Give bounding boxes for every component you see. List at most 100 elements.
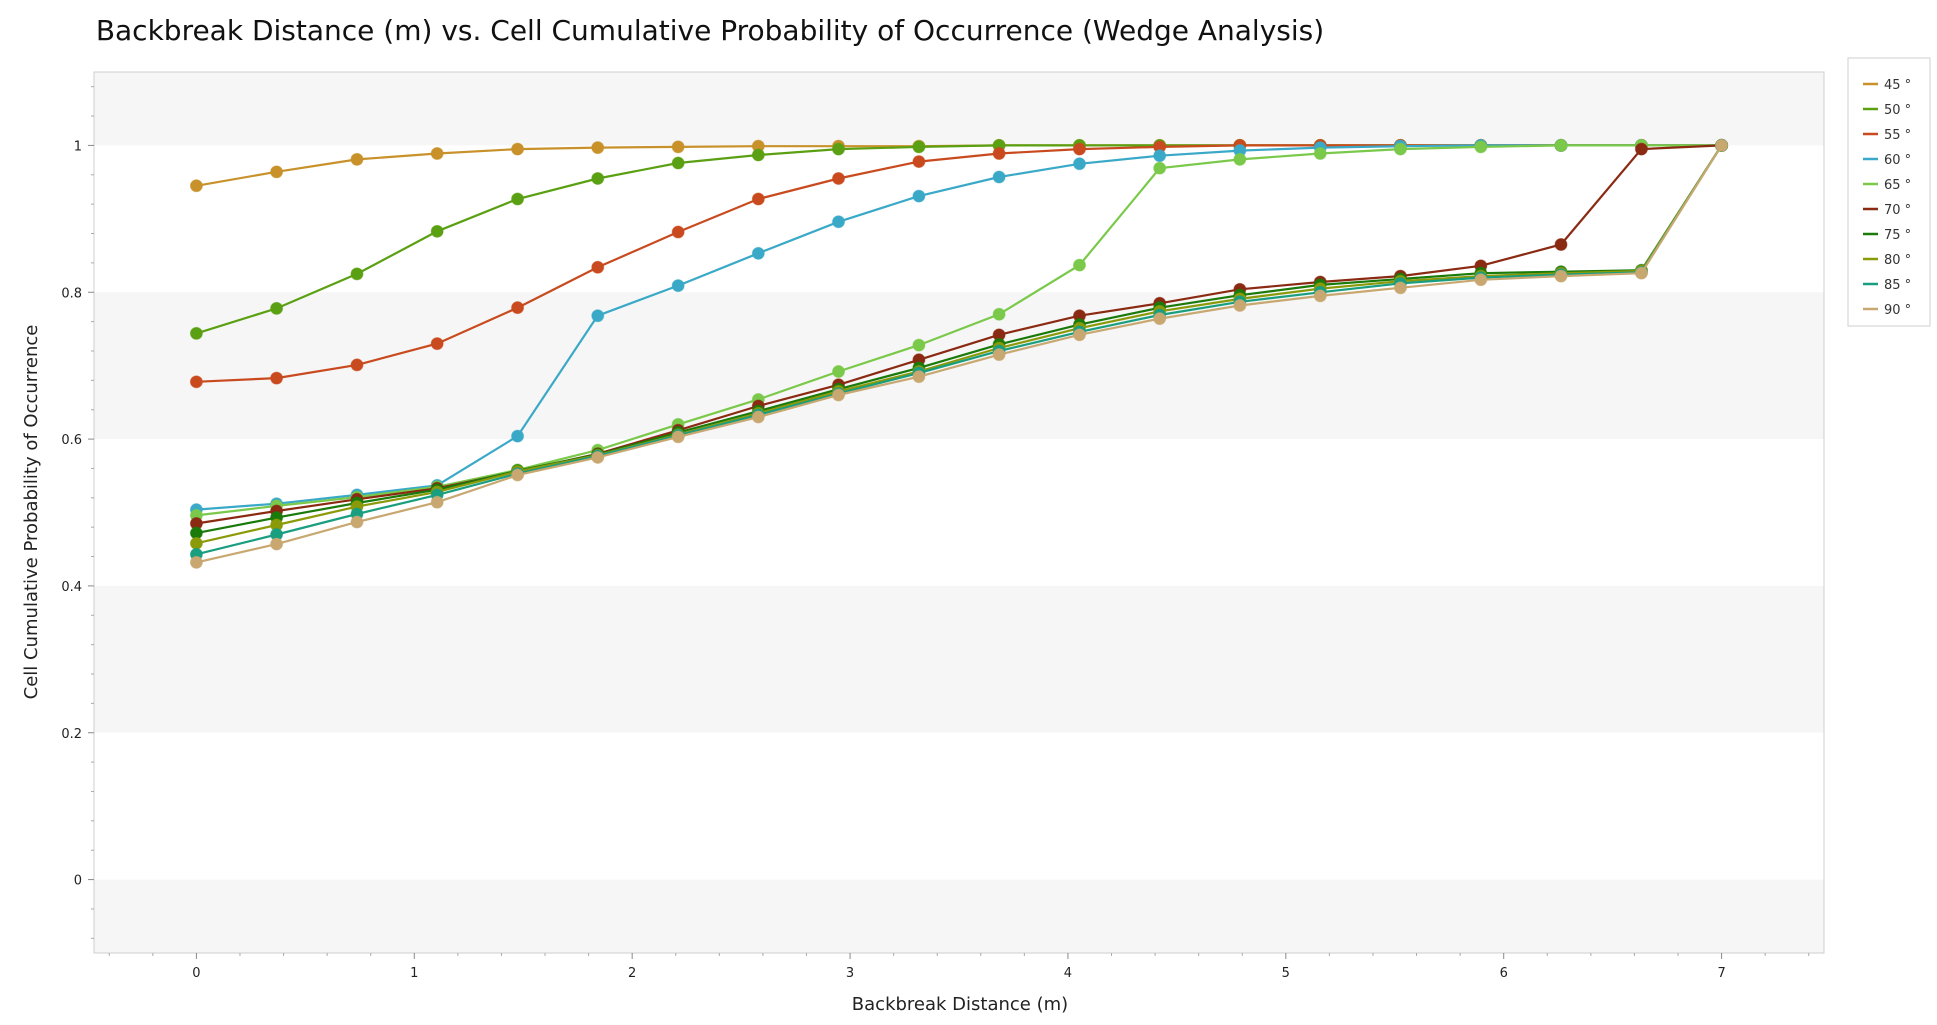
data-point xyxy=(430,495,444,509)
data-point xyxy=(1634,142,1648,156)
data-point xyxy=(511,468,525,482)
data-point xyxy=(832,365,846,379)
data-point xyxy=(350,515,364,529)
legend-label: 70 ° xyxy=(1884,203,1911,218)
data-point xyxy=(912,338,926,352)
data-point xyxy=(1072,142,1086,156)
data-point xyxy=(430,337,444,351)
axes: 0 1 2 3 4 5 6 7 0 0.2 0.4 0.6 0.8 1 xyxy=(61,86,1810,981)
legend-label: 85 ° xyxy=(1884,278,1911,293)
data-point xyxy=(1393,142,1407,156)
data-point xyxy=(591,141,605,155)
data-point xyxy=(1554,269,1568,283)
grid-band xyxy=(94,72,1824,146)
y-tick-label: 0 xyxy=(74,874,82,889)
data-point xyxy=(189,326,203,340)
x-tick-label: 5 xyxy=(1282,966,1290,981)
data-point xyxy=(992,170,1006,184)
x-tick-label: 3 xyxy=(846,966,854,981)
data-point xyxy=(350,358,364,372)
series-layer xyxy=(189,138,1729,569)
data-point xyxy=(1233,152,1247,166)
legend-box xyxy=(1847,57,1931,327)
data-point xyxy=(591,309,605,323)
x-tick-label: 0 xyxy=(192,966,200,981)
data-point xyxy=(1474,273,1488,287)
data-point xyxy=(430,146,444,160)
data-point xyxy=(671,156,685,170)
series-line xyxy=(196,144,1723,535)
legend-label: 80 ° xyxy=(1884,253,1911,268)
data-point xyxy=(591,260,605,274)
data-point xyxy=(832,215,846,229)
legend-label: 90 ° xyxy=(1884,303,1911,318)
chart-title: Backbreak Distance (m) vs. Cell Cumulati… xyxy=(96,14,1324,47)
y-axis-label: Cell Cumulative Probability of Occurrenc… xyxy=(21,325,42,700)
plot-background-bands xyxy=(94,72,1824,953)
data-point xyxy=(511,429,525,443)
legend-label: 55 ° xyxy=(1884,128,1911,143)
data-point xyxy=(751,148,765,162)
x-axis-label: Backbreak Distance (m) xyxy=(852,994,1068,1015)
data-point xyxy=(832,388,846,402)
y-tick-label: 0.8 xyxy=(61,286,82,301)
data-point xyxy=(992,307,1006,321)
data-point xyxy=(1313,289,1327,303)
x-tick-label: 4 xyxy=(1064,966,1072,981)
data-point xyxy=(1634,266,1648,280)
series-line xyxy=(196,144,1723,564)
y-tick-label: 0.6 xyxy=(61,433,82,448)
x-tick-label: 1 xyxy=(410,966,418,981)
series-line xyxy=(196,144,1722,517)
data-point xyxy=(1153,161,1167,175)
data-point xyxy=(671,225,685,239)
data-point xyxy=(671,279,685,293)
data-point xyxy=(912,155,926,169)
legend: 45 ° 50 ° 55 ° 60 ° 65 ° 70 ° 75 ° 80 ° 85 ° 90 ° xyxy=(1847,57,1931,327)
data-point xyxy=(912,140,926,154)
x-tick-label: 2 xyxy=(628,966,636,981)
data-point xyxy=(189,179,203,193)
series-line xyxy=(196,144,1722,511)
data-point xyxy=(350,152,364,166)
data-point xyxy=(430,224,444,238)
data-point xyxy=(270,165,284,179)
data-point xyxy=(511,192,525,206)
y-tick-label: 0.2 xyxy=(61,727,82,742)
plot-frame xyxy=(93,71,1825,954)
series-line xyxy=(196,144,1723,545)
data-point xyxy=(671,430,685,444)
data-point xyxy=(1072,258,1086,272)
y-tick-label: 1 xyxy=(74,139,82,154)
data-point xyxy=(1233,298,1247,312)
data-point xyxy=(1474,140,1488,154)
legend-label: 45 ° xyxy=(1884,78,1911,93)
data-point xyxy=(270,537,284,551)
data-point xyxy=(1153,149,1167,163)
data-point xyxy=(992,146,1006,160)
data-point xyxy=(189,375,203,389)
data-point xyxy=(591,450,605,464)
series-90-deg xyxy=(189,138,1729,569)
data-point xyxy=(1072,328,1086,342)
grid-band xyxy=(94,732,1824,880)
data-point xyxy=(350,267,364,281)
data-point xyxy=(591,171,605,185)
legend-label: 50 ° xyxy=(1884,103,1911,118)
data-point xyxy=(751,410,765,424)
data-point xyxy=(189,536,203,550)
legend-label: 65 ° xyxy=(1884,178,1911,193)
series-line xyxy=(196,144,1723,556)
data-point xyxy=(189,555,203,569)
data-point xyxy=(270,301,284,315)
legend-label: 75 ° xyxy=(1884,228,1911,243)
data-point xyxy=(671,140,685,154)
data-point xyxy=(511,301,525,315)
data-point xyxy=(832,171,846,185)
data-point xyxy=(751,246,765,260)
data-point xyxy=(511,142,525,156)
y-tick-label: 0.4 xyxy=(61,580,82,595)
data-point xyxy=(1072,157,1086,171)
x-tick-label: 7 xyxy=(1717,966,1725,981)
data-point xyxy=(1393,281,1407,295)
